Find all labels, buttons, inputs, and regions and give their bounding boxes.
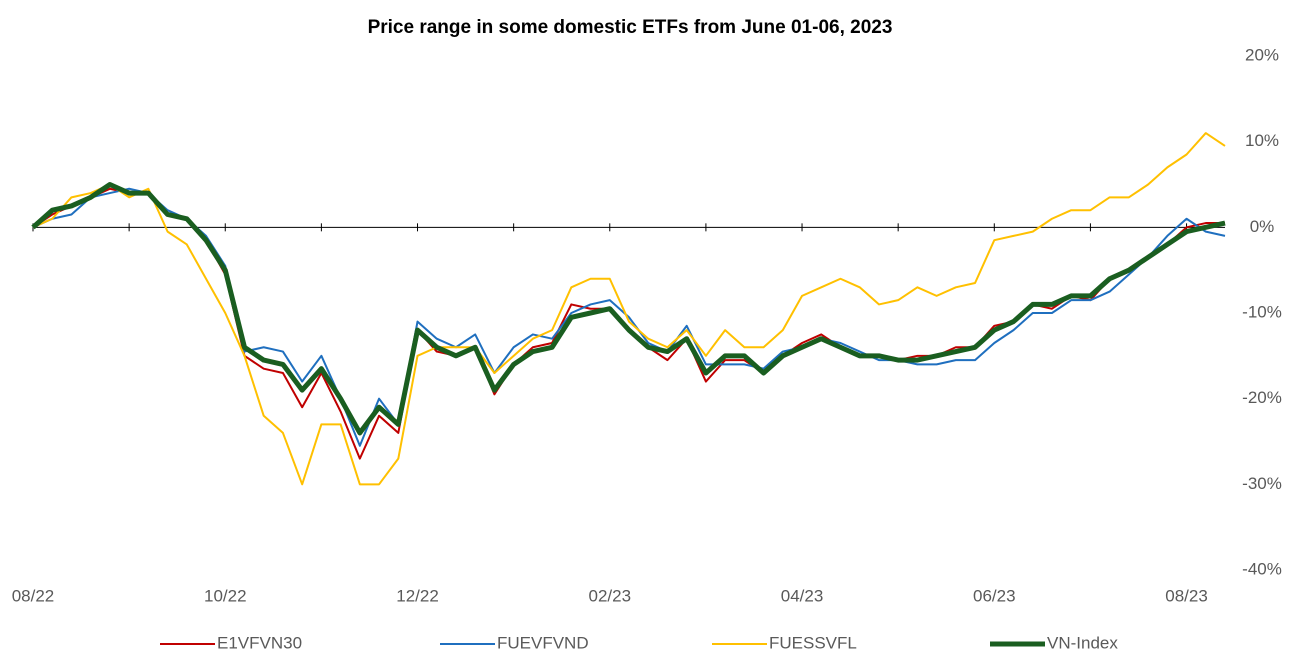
y-tick-label: -30%	[1242, 474, 1282, 493]
series-line	[32, 187, 1225, 460]
x-tick-label: 10/22	[204, 586, 247, 605]
y-tick-label: -20%	[1242, 388, 1282, 407]
x-tick-label: 08/23	[1165, 586, 1208, 605]
x-tick-label: 02/23	[589, 586, 632, 605]
x-tick-label: 04/23	[781, 586, 824, 605]
x-tick-label: 08/22	[12, 586, 55, 605]
y-tick-label: -10%	[1242, 302, 1282, 321]
legend-label: FUEVFVND	[497, 633, 589, 652]
y-tick-label: 0%	[1250, 217, 1275, 236]
y-tick-label: -40%	[1242, 559, 1282, 578]
series-line	[31, 182, 1226, 436]
x-tick-label: 06/23	[973, 586, 1016, 605]
legend-label: VN-Index	[1047, 633, 1118, 652]
series-line	[32, 132, 1226, 486]
y-tick-label: 20%	[1245, 45, 1279, 64]
y-tick-label: 10%	[1245, 131, 1279, 150]
legend-label: E1VFVN30	[217, 633, 302, 652]
legend-label: FUESSVFL	[769, 633, 857, 652]
x-tick-label: 12/22	[396, 586, 439, 605]
chart-title: Price range in some domestic ETFs from J…	[368, 17, 893, 38]
